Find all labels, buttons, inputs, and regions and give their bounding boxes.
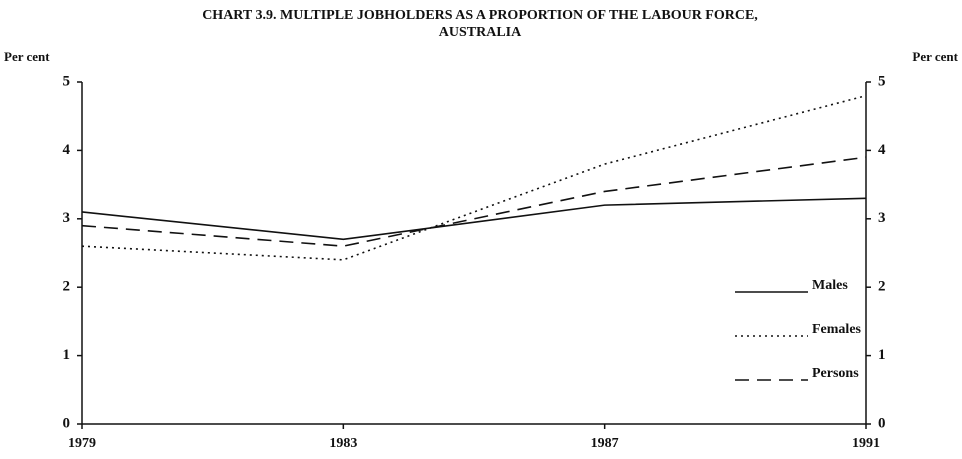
y-tick-label: 2 (63, 279, 71, 295)
x-tick-label: 1987 (591, 436, 619, 451)
x-tick-label: 1991 (852, 436, 880, 451)
y-tick-label: 4 (63, 142, 71, 158)
y2-tick-label: 5 (878, 73, 886, 89)
y2-tick-label: 0 (878, 415, 886, 431)
legend-label: Males (812, 278, 848, 293)
y-tick-label: 0 (63, 415, 71, 431)
legend-label: Females (812, 322, 862, 337)
y-tick-label: 3 (63, 210, 71, 226)
x-tick-label: 1983 (329, 436, 357, 451)
y-axis-label: Per cent (4, 49, 50, 64)
chart-title: AUSTRALIA (439, 25, 522, 40)
x-tick-label: 1979 (68, 436, 96, 451)
chart-title: CHART 3.9. MULTIPLE JOBHOLDERS AS A PROP… (202, 8, 758, 23)
y2-tick-label: 4 (878, 142, 886, 158)
y-tick-label: 5 (63, 73, 71, 89)
y2-tick-label: 2 (878, 279, 886, 295)
series-line (81, 156, 867, 247)
y-tick-label: 1 (63, 347, 71, 363)
y2-tick-label: 1 (878, 347, 886, 363)
y2-axis-label: Per cent (912, 49, 958, 64)
series-line (81, 197, 867, 241)
y2-tick-label: 3 (878, 210, 886, 226)
legend-label: Persons (812, 366, 859, 381)
